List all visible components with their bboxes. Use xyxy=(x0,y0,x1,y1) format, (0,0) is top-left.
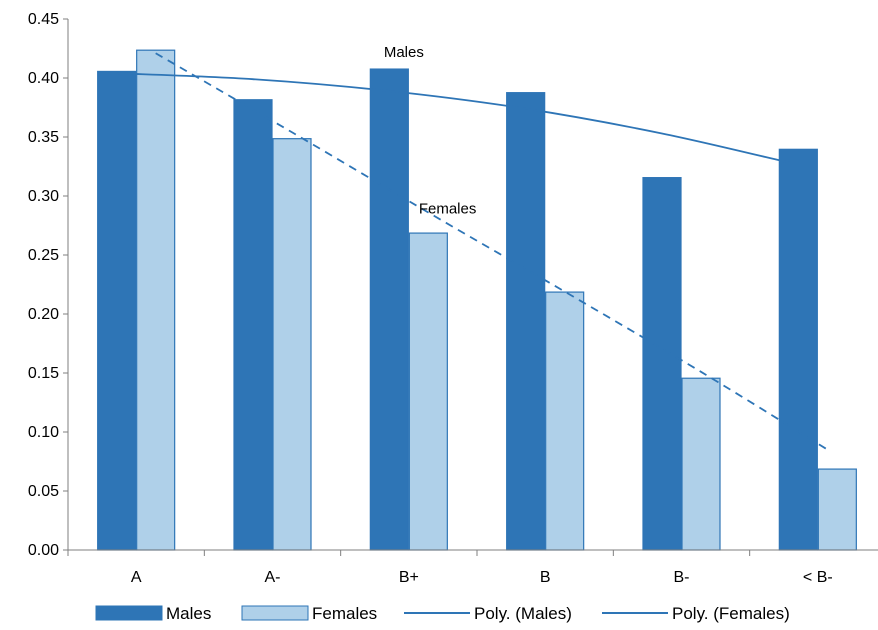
legend-poly-males: Poly. (Males) xyxy=(404,604,572,623)
y-tick-label: 0.30 xyxy=(28,188,59,205)
x-axis: A A- B+ B B- < B- xyxy=(67,549,878,586)
y-tick-label: 0.15 xyxy=(28,365,59,382)
legend-label: Males xyxy=(166,604,211,623)
y-tick-label: 0.20 xyxy=(28,306,59,323)
annotations: Males Females xyxy=(384,44,477,218)
bar-females-3 xyxy=(545,291,585,551)
bar-females-2 xyxy=(408,232,448,551)
trendlines xyxy=(116,52,831,452)
legend-males: Males xyxy=(95,604,211,623)
y-tick-label: 0.05 xyxy=(28,483,59,500)
bar-females-5 xyxy=(817,468,857,551)
x-tick-label: B- xyxy=(674,569,690,586)
bar-males-2 xyxy=(369,68,409,551)
bar-males-0 xyxy=(97,70,137,551)
x-tick-label: < B- xyxy=(803,569,833,586)
bar-females-0 xyxy=(136,49,176,551)
legend-poly-females: Poly. (Females) xyxy=(602,604,790,623)
bar-males-3 xyxy=(506,92,546,551)
y-axis: 0.00 0.05 0.10 0.15 0.20 0.25 0.30 0.35 0.40 0.45 xyxy=(28,11,69,559)
bar-males-4 xyxy=(642,177,682,551)
legend-females: Females xyxy=(241,604,377,623)
legend-swatch xyxy=(95,605,163,621)
x-tick-label: B xyxy=(540,569,551,586)
legend-label: Poly. (Females) xyxy=(672,604,790,623)
bar-females-1 xyxy=(272,138,312,551)
bar-males-1 xyxy=(233,99,273,551)
legend: Males Females Poly. (Males) Poly. (Females) xyxy=(95,604,790,623)
y-tick-label: 0.00 xyxy=(28,542,59,559)
y-tick-label: 0.40 xyxy=(28,70,59,87)
x-tick-label: A- xyxy=(265,569,281,586)
legend-label: Poly. (Males) xyxy=(474,604,572,623)
annotation-label: Males xyxy=(384,44,424,61)
x-tick-label: A xyxy=(131,569,142,586)
annotation-label: Females xyxy=(419,201,477,218)
y-tick-label: 0.35 xyxy=(28,129,59,146)
x-tick-label: B+ xyxy=(399,569,419,586)
legend-label: Females xyxy=(312,604,377,623)
bar-females-4 xyxy=(681,377,721,551)
y-tick-label: 0.10 xyxy=(28,424,59,441)
bars xyxy=(97,49,857,551)
y-tick-label: 0.25 xyxy=(28,247,59,264)
bar-males-5 xyxy=(778,148,818,551)
legend-swatch xyxy=(241,605,309,621)
trendline-females xyxy=(155,52,831,452)
trendline-males xyxy=(116,72,791,164)
y-tick-label: 0.45 xyxy=(28,11,59,28)
